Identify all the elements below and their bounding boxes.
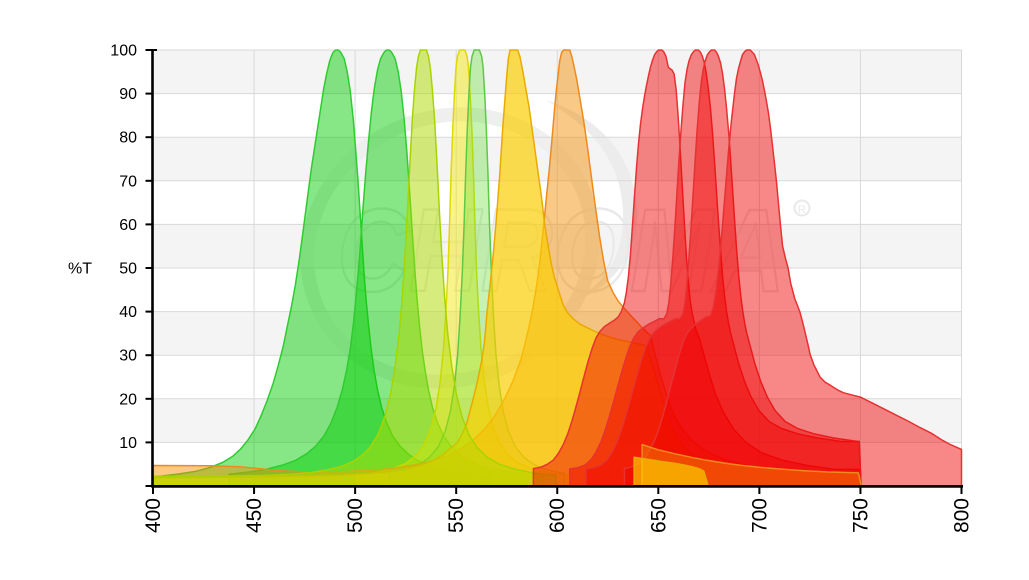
svg-text:40: 40 — [119, 304, 137, 321]
svg-text:20: 20 — [119, 391, 137, 408]
svg-text:750: 750 — [849, 498, 872, 533]
svg-text:500: 500 — [344, 498, 367, 533]
svg-text:30: 30 — [119, 348, 137, 365]
svg-text:50: 50 — [119, 261, 137, 278]
svg-text:60: 60 — [119, 217, 137, 234]
svg-text:600: 600 — [546, 498, 569, 533]
svg-text:550: 550 — [445, 498, 468, 533]
svg-text:650: 650 — [647, 498, 670, 533]
svg-text:90: 90 — [119, 86, 137, 103]
svg-text:%T: %T — [68, 261, 92, 278]
svg-text:80: 80 — [119, 130, 137, 147]
svg-text:800: 800 — [951, 498, 974, 533]
svg-text:70: 70 — [119, 173, 137, 190]
svg-text:10: 10 — [119, 435, 137, 452]
svg-text:450: 450 — [243, 498, 266, 533]
svg-text:R: R — [798, 204, 806, 216]
svg-text:100: 100 — [110, 43, 137, 60]
svg-text:400: 400 — [142, 498, 165, 533]
svg-text:700: 700 — [748, 498, 771, 533]
